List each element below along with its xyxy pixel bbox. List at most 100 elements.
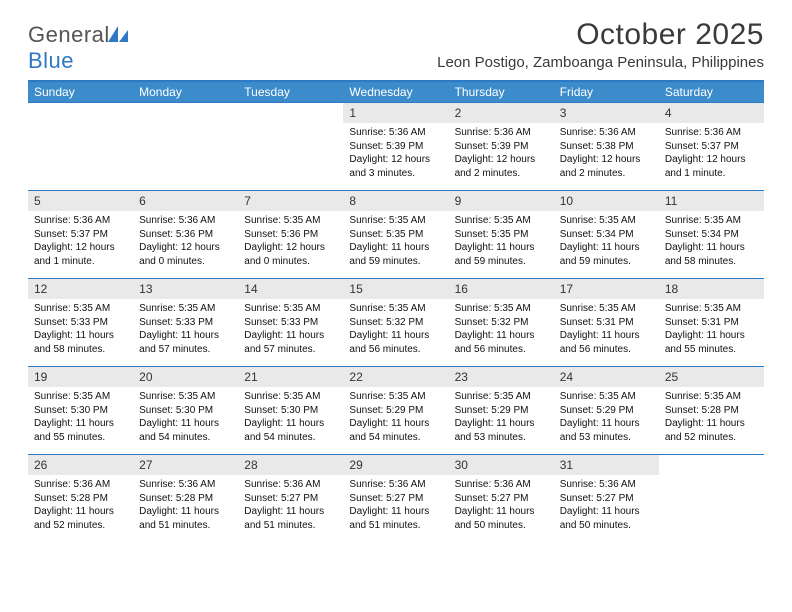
sunset-text: Sunset: 5:39 PM xyxy=(455,140,548,154)
sunrise-text: Sunrise: 5:35 AM xyxy=(455,390,548,404)
daylight-text: Daylight: 11 hours and 53 minutes. xyxy=(560,417,653,444)
day-number: 23 xyxy=(449,366,554,387)
day-number: 2 xyxy=(449,102,554,123)
sunset-text: Sunset: 5:29 PM xyxy=(349,404,442,418)
day-number: 12 xyxy=(28,278,133,299)
sunset-text: Sunset: 5:28 PM xyxy=(665,404,758,418)
day-number: 26 xyxy=(28,454,133,475)
daylight-text: Daylight: 11 hours and 50 minutes. xyxy=(455,505,548,532)
day-number xyxy=(28,102,133,122)
day-number: 7 xyxy=(238,190,343,211)
sunrise-text: Sunrise: 5:36 AM xyxy=(560,126,653,140)
sunset-text: Sunset: 5:32 PM xyxy=(349,316,442,330)
sunset-text: Sunset: 5:30 PM xyxy=(139,404,232,418)
sunset-text: Sunset: 5:37 PM xyxy=(34,228,127,242)
daylight-text: Daylight: 11 hours and 53 minutes. xyxy=(455,417,548,444)
calendar-cell: 1Sunrise: 5:36 AMSunset: 5:39 PMDaylight… xyxy=(343,102,448,190)
sunset-text: Sunset: 5:30 PM xyxy=(34,404,127,418)
day-body: Sunrise: 5:36 AMSunset: 5:27 PMDaylight:… xyxy=(343,475,448,536)
day-number: 4 xyxy=(659,102,764,123)
day-body: Sunrise: 5:35 AMSunset: 5:32 PMDaylight:… xyxy=(449,299,554,360)
day-body: Sunrise: 5:36 AMSunset: 5:28 PMDaylight:… xyxy=(133,475,238,536)
day-body: Sunrise: 5:35 AMSunset: 5:31 PMDaylight:… xyxy=(659,299,764,360)
daylight-text: Daylight: 11 hours and 51 minutes. xyxy=(349,505,442,532)
daylight-text: Daylight: 11 hours and 59 minutes. xyxy=(560,241,653,268)
sunset-text: Sunset: 5:27 PM xyxy=(560,492,653,506)
sunrise-text: Sunrise: 5:35 AM xyxy=(34,390,127,404)
calendar-cell: 9Sunrise: 5:35 AMSunset: 5:35 PMDaylight… xyxy=(449,190,554,278)
sunrise-text: Sunrise: 5:35 AM xyxy=(244,214,337,228)
day-body: Sunrise: 5:35 AMSunset: 5:30 PMDaylight:… xyxy=(238,387,343,448)
day-number: 10 xyxy=(554,190,659,211)
day-body: Sunrise: 5:35 AMSunset: 5:30 PMDaylight:… xyxy=(133,387,238,448)
daylight-text: Daylight: 11 hours and 51 minutes. xyxy=(244,505,337,532)
daylight-text: Daylight: 11 hours and 58 minutes. xyxy=(665,241,758,268)
calendar-cell: 24Sunrise: 5:35 AMSunset: 5:29 PMDayligh… xyxy=(554,366,659,454)
day-body: Sunrise: 5:35 AMSunset: 5:33 PMDaylight:… xyxy=(133,299,238,360)
daylight-text: Daylight: 11 hours and 56 minutes. xyxy=(455,329,548,356)
sunset-text: Sunset: 5:38 PM xyxy=(560,140,653,154)
day-body: Sunrise: 5:35 AMSunset: 5:29 PMDaylight:… xyxy=(554,387,659,448)
location: Leon Postigo, Zamboanga Peninsula, Phili… xyxy=(437,54,764,71)
logo-word2: Blue xyxy=(28,48,74,73)
daylight-text: Daylight: 11 hours and 54 minutes. xyxy=(244,417,337,444)
day-body: Sunrise: 5:36 AMSunset: 5:27 PMDaylight:… xyxy=(238,475,343,536)
calendar-cell xyxy=(28,102,133,190)
day-number: 3 xyxy=(554,102,659,123)
calendar-table: SundayMondayTuesdayWednesdayThursdayFrid… xyxy=(28,80,764,542)
logo-text: General Blue xyxy=(28,22,130,74)
daylight-text: Daylight: 11 hours and 51 minutes. xyxy=(139,505,232,532)
calendar-cell: 26Sunrise: 5:36 AMSunset: 5:28 PMDayligh… xyxy=(28,454,133,542)
day-body: Sunrise: 5:35 AMSunset: 5:36 PMDaylight:… xyxy=(238,211,343,272)
calendar-cell: 12Sunrise: 5:35 AMSunset: 5:33 PMDayligh… xyxy=(28,278,133,366)
day-body: Sunrise: 5:35 AMSunset: 5:28 PMDaylight:… xyxy=(659,387,764,448)
day-number: 8 xyxy=(343,190,448,211)
calendar-cell: 29Sunrise: 5:36 AMSunset: 5:27 PMDayligh… xyxy=(343,454,448,542)
daylight-text: Daylight: 12 hours and 1 minute. xyxy=(665,153,758,180)
day-number: 9 xyxy=(449,190,554,211)
daylight-text: Daylight: 12 hours and 0 minutes. xyxy=(139,241,232,268)
sunset-text: Sunset: 5:36 PM xyxy=(139,228,232,242)
day-body: Sunrise: 5:36 AMSunset: 5:38 PMDaylight:… xyxy=(554,123,659,184)
calendar-cell: 22Sunrise: 5:35 AMSunset: 5:29 PMDayligh… xyxy=(343,366,448,454)
calendar-cell: 13Sunrise: 5:35 AMSunset: 5:33 PMDayligh… xyxy=(133,278,238,366)
calendar-body: 1Sunrise: 5:36 AMSunset: 5:39 PMDaylight… xyxy=(28,102,764,542)
sunrise-text: Sunrise: 5:36 AM xyxy=(139,214,232,228)
calendar-cell: 3Sunrise: 5:36 AMSunset: 5:38 PMDaylight… xyxy=(554,102,659,190)
daylight-text: Daylight: 11 hours and 57 minutes. xyxy=(139,329,232,356)
sunrise-text: Sunrise: 5:36 AM xyxy=(349,126,442,140)
day-number: 25 xyxy=(659,366,764,387)
sunrise-text: Sunrise: 5:36 AM xyxy=(455,126,548,140)
calendar-cell: 5Sunrise: 5:36 AMSunset: 5:37 PMDaylight… xyxy=(28,190,133,278)
daylight-text: Daylight: 12 hours and 2 minutes. xyxy=(455,153,548,180)
sunset-text: Sunset: 5:35 PM xyxy=(455,228,548,242)
day-body: Sunrise: 5:35 AMSunset: 5:29 PMDaylight:… xyxy=(343,387,448,448)
day-number: 5 xyxy=(28,190,133,211)
day-number: 20 xyxy=(133,366,238,387)
calendar-header-row: SundayMondayTuesdayWednesdayThursdayFrid… xyxy=(28,81,764,102)
sunrise-text: Sunrise: 5:35 AM xyxy=(244,302,337,316)
day-number: 28 xyxy=(238,454,343,475)
day-number: 1 xyxy=(343,102,448,123)
sunrise-text: Sunrise: 5:35 AM xyxy=(560,302,653,316)
day-body: Sunrise: 5:35 AMSunset: 5:33 PMDaylight:… xyxy=(28,299,133,360)
day-number: 13 xyxy=(133,278,238,299)
sunrise-text: Sunrise: 5:35 AM xyxy=(349,302,442,316)
sunset-text: Sunset: 5:31 PM xyxy=(560,316,653,330)
sunset-text: Sunset: 5:29 PM xyxy=(455,404,548,418)
day-header: Thursday xyxy=(449,81,554,102)
daylight-text: Daylight: 11 hours and 50 minutes. xyxy=(560,505,653,532)
day-body: Sunrise: 5:36 AMSunset: 5:27 PMDaylight:… xyxy=(449,475,554,536)
day-number: 21 xyxy=(238,366,343,387)
sunrise-text: Sunrise: 5:35 AM xyxy=(349,214,442,228)
sunset-text: Sunset: 5:32 PM xyxy=(455,316,548,330)
sunrise-text: Sunrise: 5:36 AM xyxy=(139,478,232,492)
sunset-text: Sunset: 5:28 PM xyxy=(34,492,127,506)
sunrise-text: Sunrise: 5:36 AM xyxy=(34,478,127,492)
sunrise-text: Sunrise: 5:35 AM xyxy=(665,390,758,404)
day-number: 22 xyxy=(343,366,448,387)
day-body: Sunrise: 5:36 AMSunset: 5:39 PMDaylight:… xyxy=(449,123,554,184)
day-body: Sunrise: 5:36 AMSunset: 5:37 PMDaylight:… xyxy=(659,123,764,184)
calendar-cell: 31Sunrise: 5:36 AMSunset: 5:27 PMDayligh… xyxy=(554,454,659,542)
daylight-text: Daylight: 12 hours and 2 minutes. xyxy=(560,153,653,180)
